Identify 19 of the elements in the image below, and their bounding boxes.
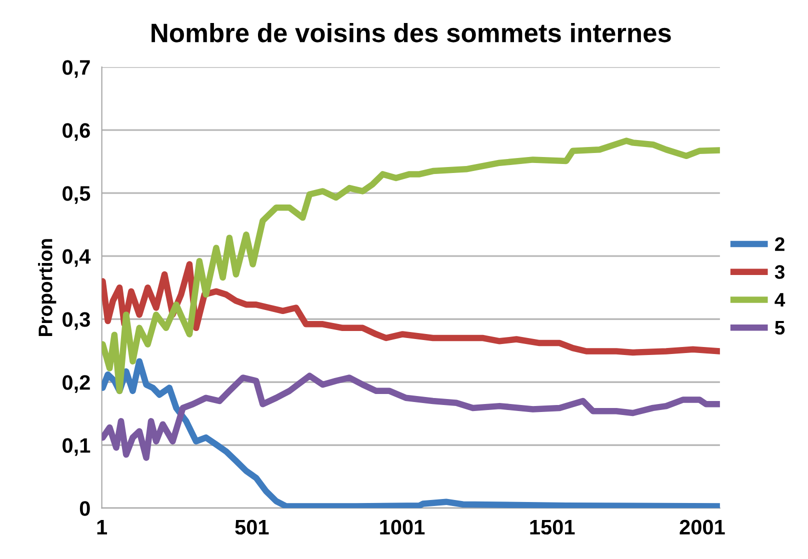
y-tick-label: 0: [80, 501, 90, 516]
legend-label: 3: [774, 265, 784, 279]
y-axis-title: Proportion: [38, 239, 56, 336]
x-tick-label: 1: [97, 520, 108, 534]
y-tick-label: 0,4: [62, 249, 91, 267]
x-tick-label: 2001: [680, 520, 725, 535]
y-tick-label: 0,1: [62, 438, 90, 456]
chart-title: Nombre de voisins des sommets internes: [152, 22, 671, 42]
legend-label: 5: [774, 321, 785, 335]
legend-label: 2: [775, 237, 784, 251]
x-tick-label: 1501: [530, 520, 575, 535]
y-tick-label: 0,2: [62, 375, 90, 393]
y-tick-label: 0,7: [62, 60, 90, 78]
y-tick-label: 0,5: [62, 186, 90, 204]
x-tick-label: 1001: [380, 520, 425, 535]
x-tick-label: 501: [235, 520, 269, 535]
legend-label: 4: [774, 293, 786, 307]
y-tick-label: 0,3: [62, 312, 90, 330]
y-tick-label: 0,6: [62, 123, 90, 141]
